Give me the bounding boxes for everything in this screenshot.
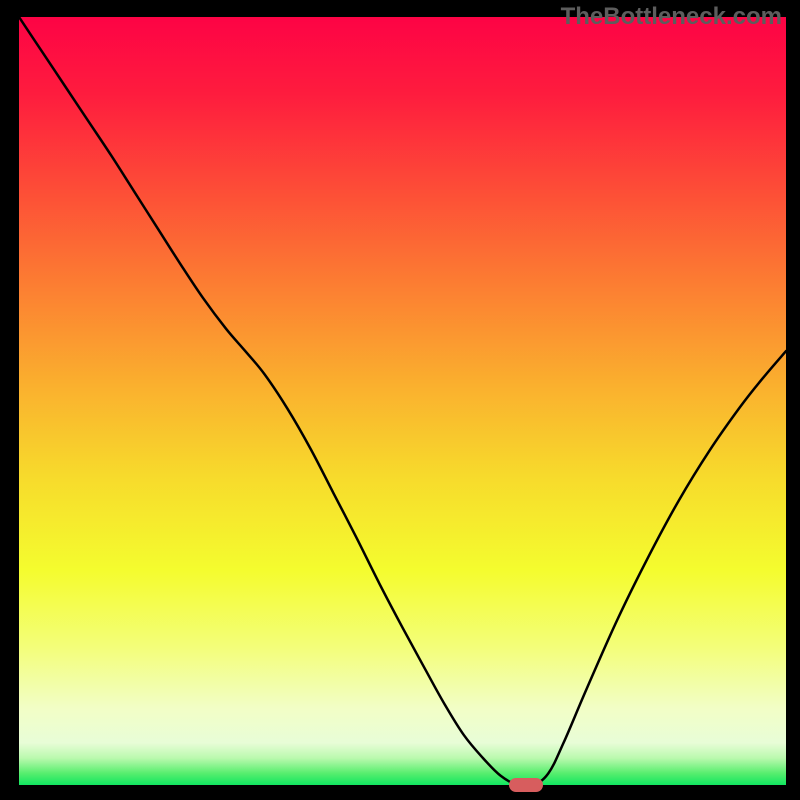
chart-frame: TheBottleneck.com [0,0,800,800]
plot-area [19,17,786,785]
bottleneck-curve [19,17,786,785]
optimum-marker [509,778,543,792]
watermark-text: TheBottleneck.com [561,3,782,31]
